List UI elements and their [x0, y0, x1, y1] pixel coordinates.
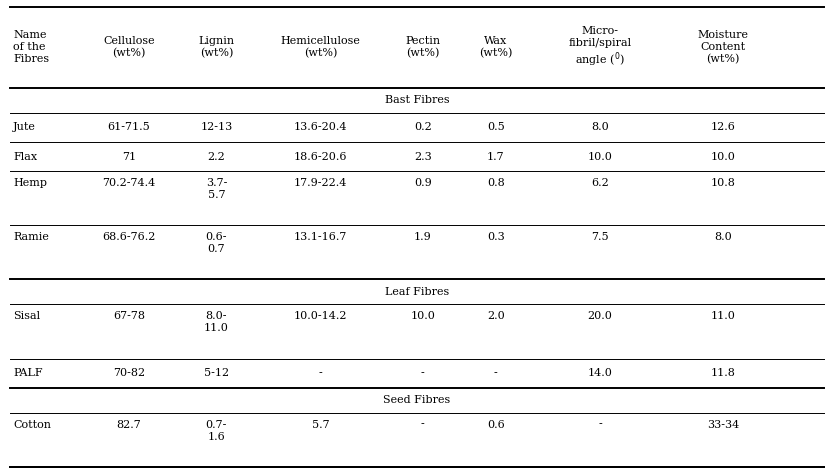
Text: Lignin
(wt%): Lignin (wt%) [198, 36, 234, 59]
Text: 71: 71 [122, 152, 136, 162]
Text: PALF: PALF [13, 368, 43, 378]
Text: 6.2: 6.2 [591, 178, 609, 188]
Text: Hemicellulose
(wt%): Hemicellulose (wt%) [281, 36, 360, 59]
Text: 13.6-20.4: 13.6-20.4 [294, 122, 348, 132]
Text: 8.0-
11.0: 8.0- 11.0 [204, 311, 229, 333]
Text: 5.7: 5.7 [312, 419, 329, 429]
Text: 82.7: 82.7 [117, 419, 141, 429]
Text: 17.9-22.4: 17.9-22.4 [294, 178, 347, 188]
Text: 33-34: 33-34 [707, 419, 739, 429]
Text: 11.8: 11.8 [711, 368, 736, 378]
Text: 5-12: 5-12 [203, 368, 229, 378]
Text: 18.6-20.6: 18.6-20.6 [294, 152, 348, 162]
Text: 10.0: 10.0 [711, 152, 736, 162]
Text: Flax: Flax [13, 152, 38, 162]
Text: -: - [598, 419, 602, 429]
Text: 10.0: 10.0 [588, 152, 612, 162]
Text: 0.8: 0.8 [487, 178, 505, 188]
Text: 12-13: 12-13 [200, 122, 233, 132]
Text: 0.3: 0.3 [487, 232, 505, 242]
Text: -: - [319, 368, 323, 378]
Text: -: - [421, 368, 425, 378]
Text: Name
of the
Fibres: Name of the Fibres [13, 30, 49, 64]
Text: 11.0: 11.0 [711, 311, 736, 321]
Text: 0.6: 0.6 [487, 419, 505, 429]
Text: 2.3: 2.3 [414, 152, 432, 162]
Text: -: - [421, 419, 425, 429]
Text: Pectin
(wt%): Pectin (wt%) [405, 36, 440, 59]
Text: 7.5: 7.5 [591, 232, 609, 242]
Text: 0.6-
0.7: 0.6- 0.7 [206, 232, 227, 254]
Text: Ramie: Ramie [13, 232, 49, 242]
Text: 70-82: 70-82 [113, 368, 145, 378]
Text: 10.0: 10.0 [410, 311, 435, 321]
Text: Leaf Fibres: Leaf Fibres [384, 287, 450, 297]
Text: Cotton: Cotton [13, 419, 52, 429]
Text: 0.7-
1.6: 0.7- 1.6 [206, 419, 227, 442]
Text: Moisture
Content
(wt%): Moisture Content (wt%) [697, 30, 749, 64]
Text: 3.7-
5.7: 3.7- 5.7 [206, 178, 227, 200]
Text: 12.6: 12.6 [711, 122, 736, 132]
Text: 70.2-74.4: 70.2-74.4 [103, 178, 155, 188]
Text: Wax
(wt%): Wax (wt%) [479, 36, 513, 59]
Text: 0.9: 0.9 [414, 178, 432, 188]
Text: -: - [494, 368, 498, 378]
Text: Jute: Jute [13, 122, 36, 132]
Text: 10.8: 10.8 [711, 178, 736, 188]
Text: 1.9: 1.9 [414, 232, 432, 242]
Text: 0.5: 0.5 [487, 122, 505, 132]
Text: 61-71.5: 61-71.5 [108, 122, 150, 132]
Text: 8.0: 8.0 [714, 232, 732, 242]
Text: 10.0-14.2: 10.0-14.2 [294, 311, 348, 321]
Text: 13.1-16.7: 13.1-16.7 [294, 232, 347, 242]
Text: 8.0: 8.0 [591, 122, 609, 132]
Text: Sisal: Sisal [13, 311, 41, 321]
Text: 0.2: 0.2 [414, 122, 432, 132]
Text: 20.0: 20.0 [588, 311, 612, 321]
Text: 14.0: 14.0 [588, 368, 612, 378]
Text: Bast Fibres: Bast Fibres [384, 95, 450, 105]
Text: Micro-
fibril/spiral
angle ($^0$): Micro- fibril/spiral angle ($^0$) [569, 26, 631, 69]
Text: 67-78: 67-78 [113, 311, 145, 321]
Text: 2.2: 2.2 [208, 152, 225, 162]
Text: 68.6-76.2: 68.6-76.2 [103, 232, 155, 242]
Text: Hemp: Hemp [13, 178, 48, 188]
Text: 2.0: 2.0 [487, 311, 505, 321]
Text: 1.7: 1.7 [487, 152, 505, 162]
Text: Seed Fibres: Seed Fibres [384, 395, 450, 405]
Text: Cellulose
(wt%): Cellulose (wt%) [103, 36, 154, 59]
